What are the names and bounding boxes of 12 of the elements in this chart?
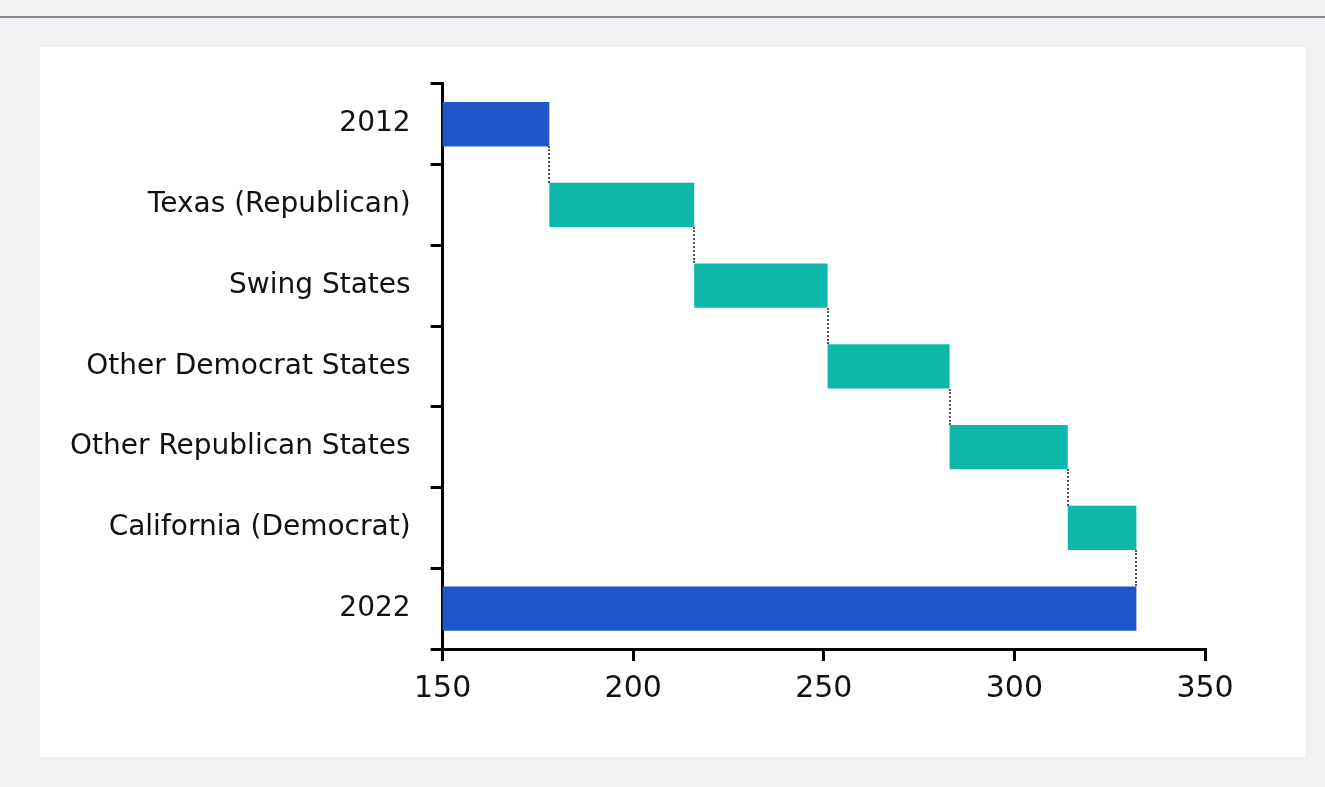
x-tick-label: 150 [413,668,472,704]
x-tick-label: 300 [985,668,1044,704]
y-tick-label: Other Democrat States [86,347,411,381]
y-tick-label: Texas (Republican) [146,186,411,220]
x-tick-label: 350 [1176,668,1234,704]
y-tick-label: 2022 [339,589,411,623]
y-tick-label: 2012 [339,105,411,139]
x-tick-label: 250 [795,668,853,704]
x-tick-label: 200 [604,668,662,704]
y-tick-label: Other Republican States [69,428,411,462]
y-tick-label: Swing States [229,266,411,300]
y-tick-label: California (Democrat) [108,509,411,543]
